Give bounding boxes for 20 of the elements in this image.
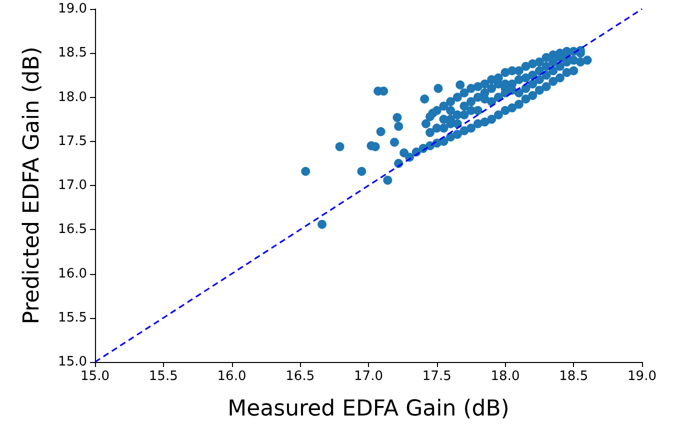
y-axis-title: Predicted EDFA Gain (dB) <box>20 46 44 324</box>
y-tick-label: 18.0 <box>58 90 87 105</box>
x-tick-label: 15.5 <box>148 369 178 384</box>
x-tick-label: 16.5 <box>286 369 315 384</box>
x-tick-label: 19.0 <box>628 369 656 384</box>
y-tick-label: 17.0 <box>58 178 87 193</box>
y-tick-label: 17.5 <box>58 134 87 149</box>
x-tick-label: 18.0 <box>490 369 520 384</box>
x-tick-label: 17.0 <box>354 369 383 384</box>
y-tick-label: 16.0 <box>58 266 87 282</box>
y-tick-label: 16.5 <box>58 222 87 238</box>
x-tick-label: 15.0 <box>80 369 110 384</box>
x-tick-label: 18.5 <box>559 369 588 384</box>
y-tick-label: 18.5 <box>58 46 87 61</box>
x-tick-label: 17.5 <box>422 369 452 384</box>
y-tick-label: 15.5 <box>58 310 87 326</box>
x-tick-label: 16.0 <box>217 369 246 384</box>
y-tick-label: 19.0 <box>58 2 87 16</box>
x-axis-title: Measured EDFA Gain (dB) <box>228 396 510 422</box>
y-tick-label: 15.0 <box>58 354 87 370</box>
